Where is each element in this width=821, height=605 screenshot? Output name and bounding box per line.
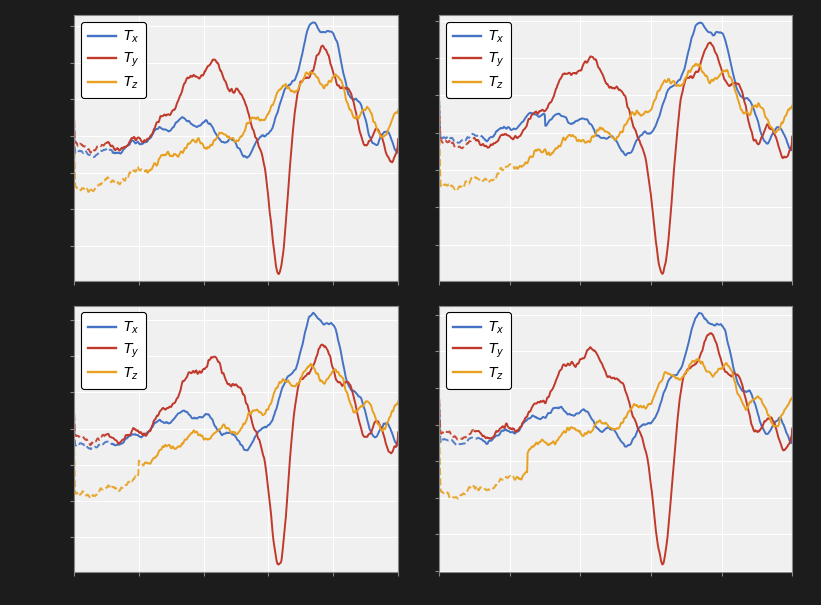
Legend: $T_x$, $T_y$, $T_z$: $T_x$, $T_y$, $T_z$ xyxy=(446,312,511,388)
Legend: $T_x$, $T_y$, $T_z$: $T_x$, $T_y$, $T_z$ xyxy=(446,22,511,98)
Legend: $T_x$, $T_y$, $T_z$: $T_x$, $T_y$, $T_z$ xyxy=(80,22,146,98)
Legend: $T_x$, $T_y$, $T_z$: $T_x$, $T_y$, $T_z$ xyxy=(80,312,146,388)
